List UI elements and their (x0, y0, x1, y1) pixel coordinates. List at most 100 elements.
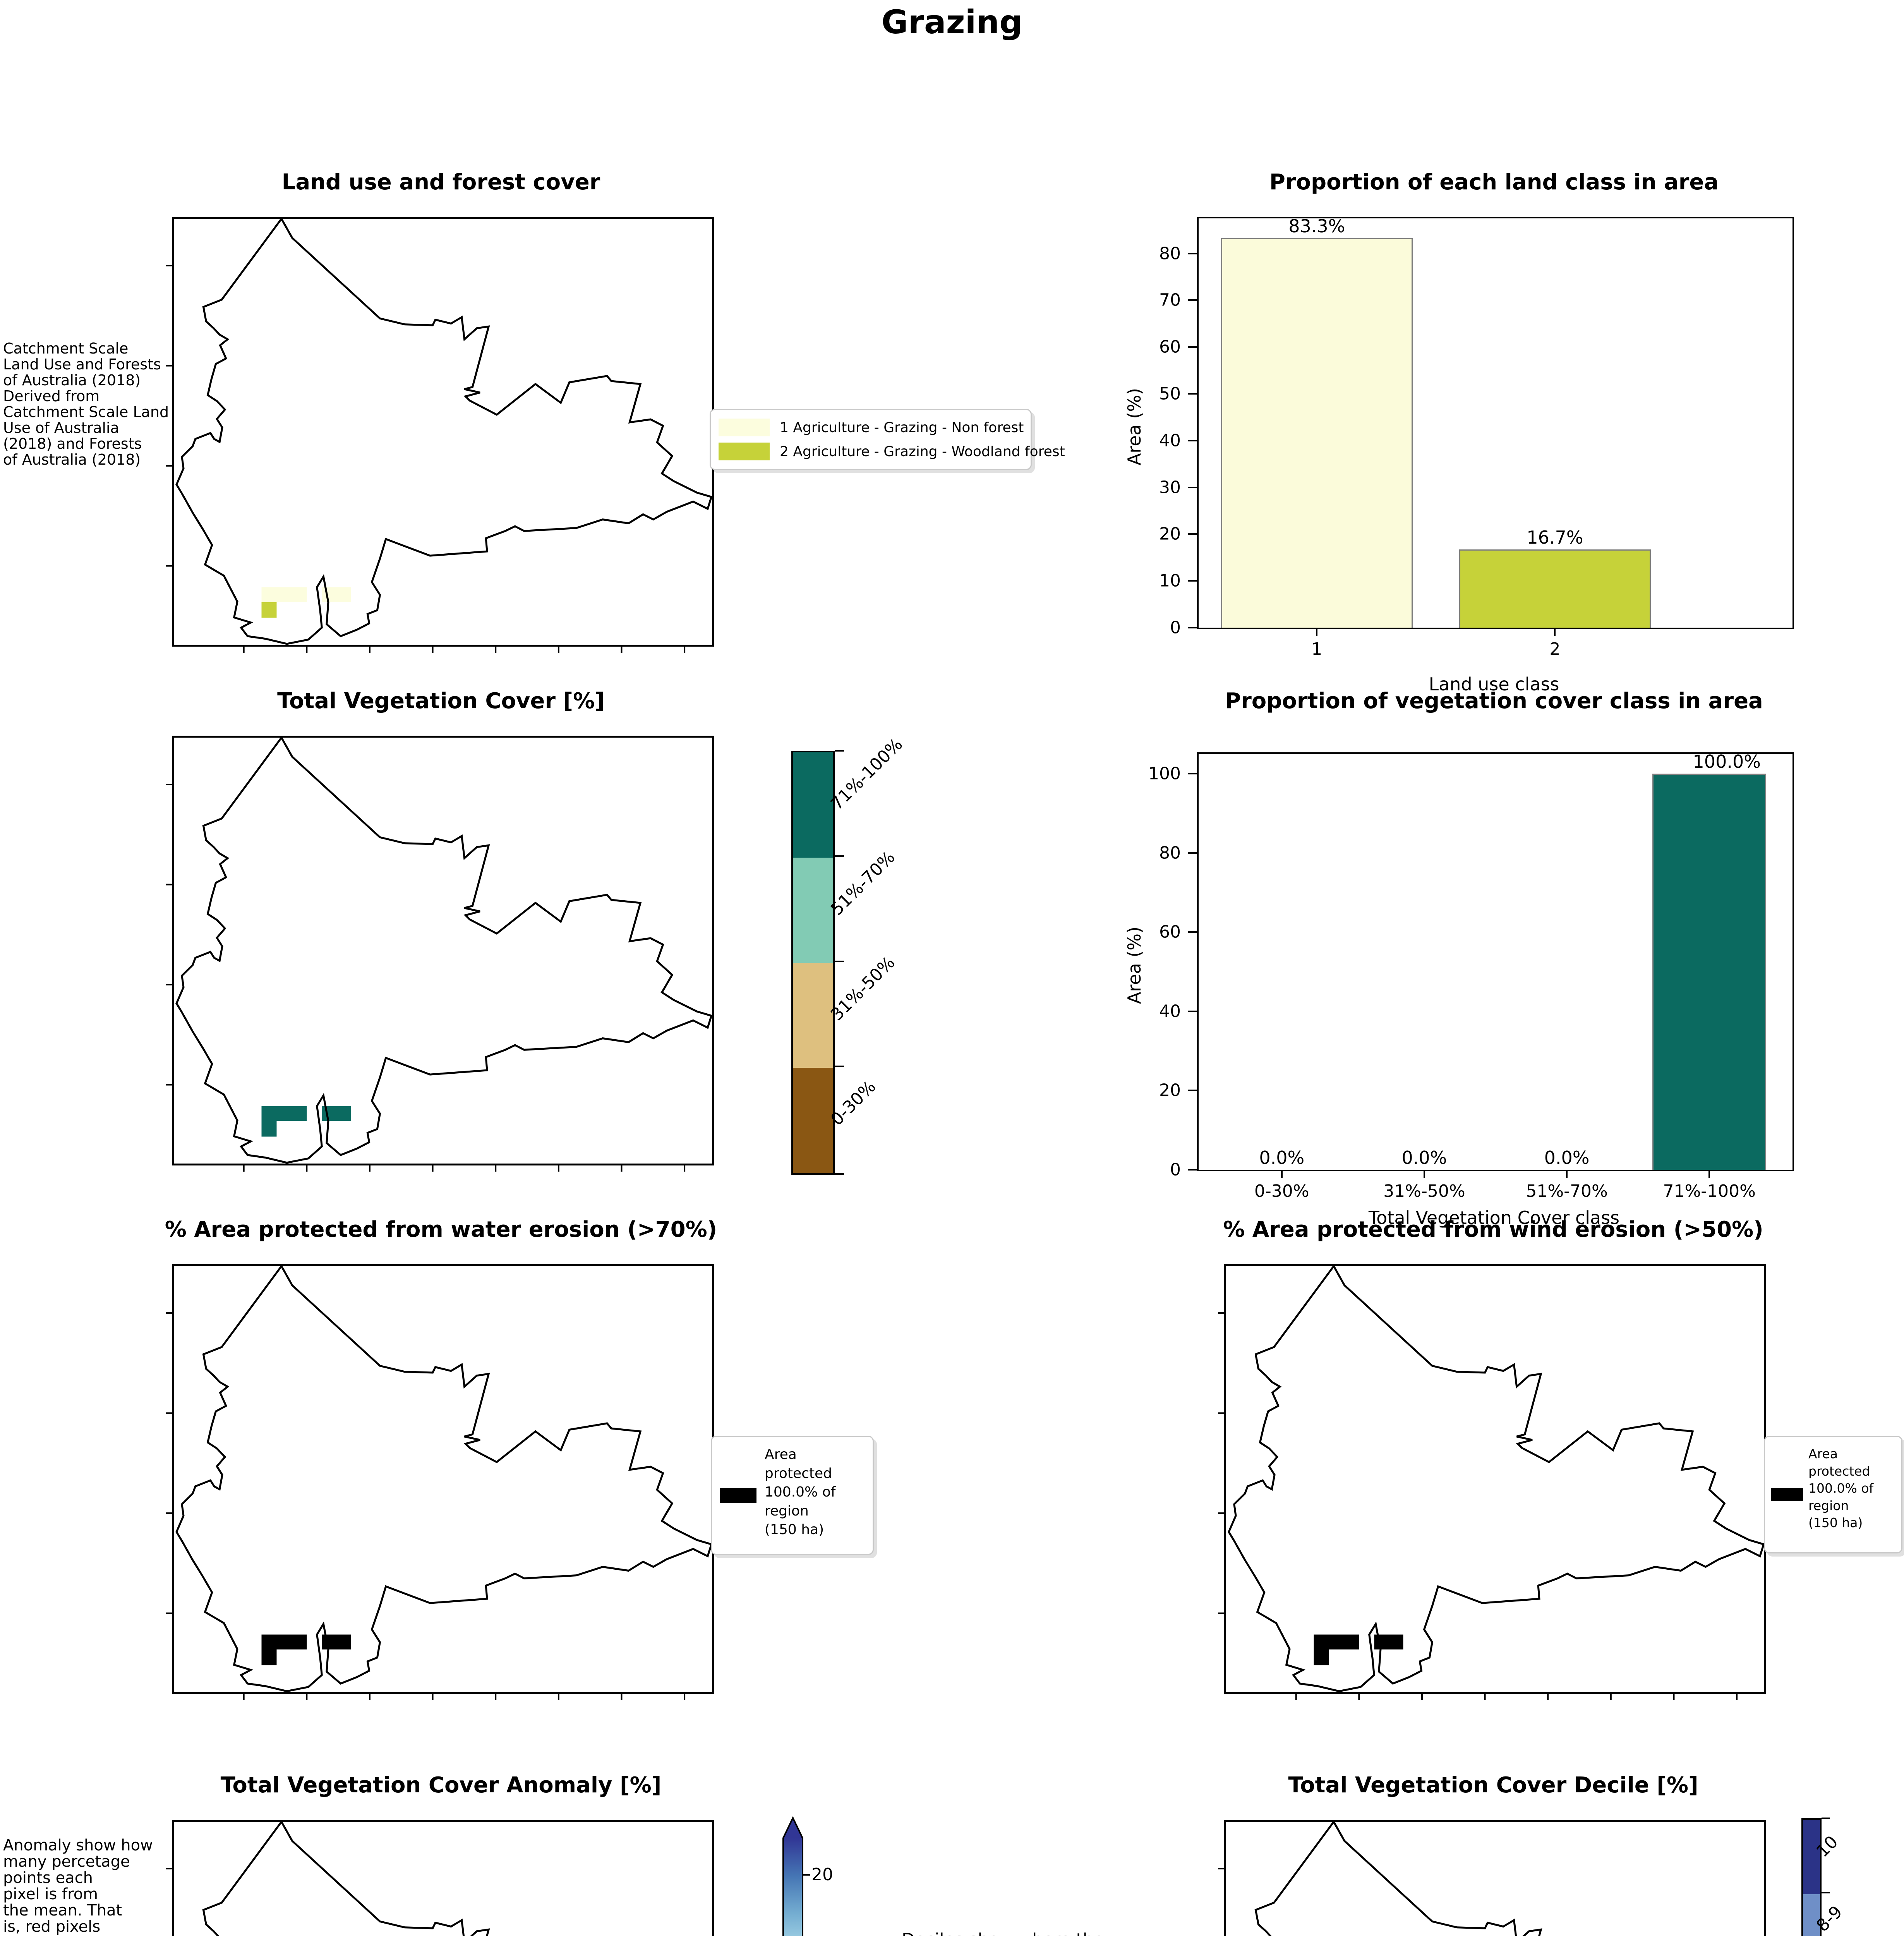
veg-class-chart-bar-4 (1652, 774, 1767, 1170)
veg-cbar-tick (835, 750, 844, 752)
wind-erosion-map (1224, 1264, 1766, 1694)
decile-cbar-seg-0 (1803, 1820, 1820, 1895)
veg-class-chart-value-label-2: 0.0% (1401, 1147, 1447, 1168)
y-tick-label: 40 (1159, 431, 1181, 451)
decile-cbar-tick (1822, 1892, 1830, 1894)
veg-cbar-tick (835, 1173, 844, 1175)
x-tick (1554, 628, 1556, 636)
y-tick (1188, 252, 1197, 254)
catchment-outline (177, 1266, 712, 1691)
decile-note: Deciles show where the pixel value lies … (902, 1930, 1134, 1936)
veg-class-chart-value-label-4: 100.0% (1693, 751, 1761, 772)
veg-cbar-tick (835, 1066, 844, 1068)
veg-cbar-label-0: 71%-100% (827, 734, 907, 814)
veg-class-chart: 0 20 40 60 80 100 0.0% 0-30% 0.0% 31%-50% 0.0% 51%-… (1148, 751, 1794, 1201)
y-tick-label: 0 (1170, 1160, 1181, 1180)
veg-cbar-tick (835, 960, 844, 962)
water-erosion-map-cell-2 (261, 1649, 277, 1665)
land-class-chart: 0 10 20 30 40 50 60 70 80 83.3% 1 16.7% 2 (1159, 215, 1794, 659)
anomaly-map (172, 1820, 714, 1936)
land-use-map-cell-2 (261, 602, 277, 618)
land-use-map-title: Land use and forest cover (281, 170, 600, 195)
y-tick-label: 60 (1159, 922, 1181, 942)
catchment-outline (177, 1822, 712, 1936)
water-erosion-map (172, 1264, 714, 1694)
anomaly-map-svg (174, 1822, 712, 1936)
catchment-outline (1229, 1266, 1764, 1691)
decile-colorbar (1801, 1818, 1822, 1936)
veg-class-chart-xlabel: Total Vegetation Cover class (1368, 1207, 1620, 1228)
land-use-legend-item-1: 1 Agriculture - Grazing - Non forest (719, 419, 1024, 436)
y-tick (1188, 1090, 1197, 1092)
anomaly-map-title: Total Vegetation Cover Anomaly [%] (220, 1773, 662, 1798)
veg-cbar-seg-0 (793, 752, 833, 858)
anomaly-cbar-label-0: 20 (811, 1865, 833, 1885)
veg-cover-map-cell-2 (261, 1121, 277, 1137)
land-class-chart-ylabel: Area (%) (1124, 388, 1145, 466)
x-tick (1281, 1170, 1283, 1178)
wind-erosion-legend-swatch (1771, 1488, 1803, 1501)
land-use-legend-swatch-1 (719, 419, 770, 436)
wind-erosion-map-svg (1226, 1266, 1764, 1692)
y-tick-label: 80 (1159, 244, 1181, 264)
land-class-chart-bar-1 (1221, 238, 1413, 628)
x-tick-label: 2 (1549, 639, 1561, 659)
water-erosion-legend: Area protected 100.0% of region (150 ha) (711, 1436, 874, 1555)
y-tick (1188, 773, 1197, 775)
land-class-chart-bar-2 (1459, 549, 1651, 628)
page-title: Grazing (881, 3, 1023, 41)
land-class-chart-title: Proportion of each land class in area (1269, 170, 1719, 195)
x-tick (1566, 1170, 1568, 1178)
land-use-map-cell-0 (261, 587, 307, 602)
water-erosion-legend-swatch (720, 1488, 756, 1503)
decile-map-svg (1226, 1822, 1764, 1936)
veg-cbar-label-3: 0-30% (827, 1077, 880, 1130)
wind-erosion-legend: Area protected 100.0% of region (150 ha) (1764, 1436, 1902, 1553)
x-tick-label: 71%-100% (1663, 1181, 1756, 1201)
veg-cbar-label-1: 51%-70% (827, 847, 899, 919)
y-tick-label: 50 (1159, 384, 1181, 404)
land-use-source-note: Catchment Scale Land Use and Forests of … (3, 340, 169, 469)
land-use-legend: 1 Agriculture - Grazing - Non forest 2 Ag… (710, 409, 1065, 470)
x-tick-label: 1 (1311, 639, 1323, 659)
veg-class-chart-title: Proportion of vegetation cover class in … (1225, 688, 1763, 714)
y-tick (1188, 439, 1197, 441)
y-tick (1188, 1169, 1197, 1171)
veg-cbar-tick (835, 855, 844, 857)
land-use-legend-label-1: 1 Agriculture - Grazing - Non forest (780, 419, 1024, 436)
catchment-outline (177, 219, 712, 644)
y-tick-label: 10 (1159, 571, 1181, 591)
land-class-chart-value-label-1: 83.3% (1288, 215, 1345, 237)
y-tick-label: 60 (1159, 337, 1181, 357)
water-erosion-map-title: % Area protected from water erosion (>70… (165, 1217, 717, 1242)
y-tick-label: 20 (1159, 524, 1181, 544)
water-erosion-map-svg (174, 1266, 712, 1692)
veg-cbar-seg-2 (793, 963, 833, 1068)
veg-cover-map-title: Total Vegetation Cover [%] (277, 688, 605, 714)
veg-cbar-seg-3 (793, 1068, 833, 1173)
y-tick (1188, 486, 1197, 488)
x-tick (1423, 1170, 1425, 1178)
y-tick (1188, 852, 1197, 854)
y-tick-label: 80 (1159, 843, 1181, 863)
y-tick (1188, 580, 1197, 582)
wind-erosion-legend-text: Area protected 100.0% of region (150 ha) (1808, 1446, 1874, 1531)
wind-erosion-map-cell-2 (1314, 1649, 1329, 1665)
x-tick-label: 51%-70% (1526, 1181, 1608, 1201)
veg-cbar-seg-1 (793, 857, 833, 963)
land-use-legend-swatch-2 (719, 443, 770, 460)
y-tick-label: 30 (1159, 477, 1181, 498)
decile-map-title: Total Vegetation Cover Decile [%] (1288, 1773, 1698, 1798)
y-tick-label: 40 (1159, 1001, 1181, 1021)
veg-cover-map-cell-0 (261, 1106, 307, 1121)
veg-class-chart-value-label-1: 0.0% (1259, 1147, 1305, 1168)
x-tick-label: 31%-50% (1383, 1181, 1465, 1201)
decile-map (1224, 1820, 1766, 1936)
anomaly-note: Anomaly show how many percetage points e… (3, 1836, 153, 1936)
y-tick (1188, 627, 1197, 628)
wind-erosion-map-cell-0 (1314, 1634, 1359, 1649)
y-tick (1188, 1010, 1197, 1012)
wind-erosion-map-title: % Area protected from wind erosion (>50%… (1223, 1217, 1763, 1242)
decile-cbar-tick (1822, 1818, 1830, 1819)
y-tick-label: 100 (1148, 764, 1181, 784)
